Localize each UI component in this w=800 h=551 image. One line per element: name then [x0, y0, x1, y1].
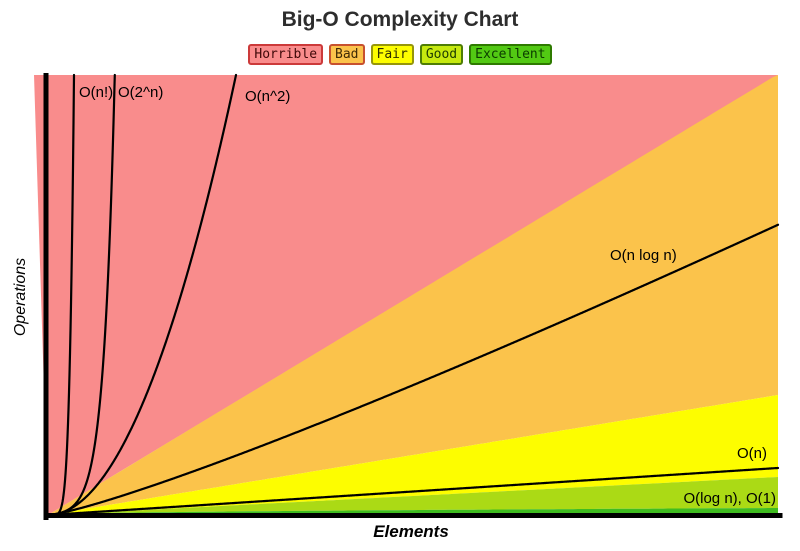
curve-label-o-2-n: O(2^n): [118, 84, 163, 101]
curve-label-o-n: O(n): [737, 445, 767, 462]
legend-badge-bad: Bad: [329, 44, 365, 65]
y-axis-label: Operations: [12, 257, 29, 337]
region-horrible: [34, 75, 778, 515]
curve-o-n-log-n: [46, 223, 780, 517]
region-good: [48, 477, 778, 515]
legend-badge-fair: Fair: [370, 44, 414, 65]
legend: Horrible Bad Fair Good Excellent: [0, 44, 800, 65]
curve-label-o-n-2: O(n^2): [245, 88, 290, 105]
region-bad: [48, 75, 778, 515]
curve-o-n: [46, 466, 780, 517]
curve-label-o-n-log-n: O(n log n): [610, 247, 677, 264]
page-title: Big-O Complexity Chart: [281, 8, 519, 31]
curve-o-n-2: [46, 73, 238, 517]
legend-badge-horrible: Horrible: [248, 44, 324, 65]
region-fair: [48, 395, 778, 515]
axis-lines: [43, 73, 783, 520]
y-axis-line: [43, 73, 49, 520]
x-axis-label: Elements: [373, 522, 449, 541]
legend-badge-good: Good: [419, 44, 464, 65]
x-axis-line: [43, 513, 783, 518]
curve-label-o-n: O(n!): [79, 84, 113, 101]
complexity-regions: [34, 75, 778, 515]
legend-badge-excellent: Excellent: [469, 44, 552, 65]
curve-label-o-log-n-o-1: O(log n), O(1): [683, 490, 776, 507]
curve-labels: O(n!) O(2^n) O(n^2) O(n log n) O(n) O(log n),…: [79, 84, 776, 507]
